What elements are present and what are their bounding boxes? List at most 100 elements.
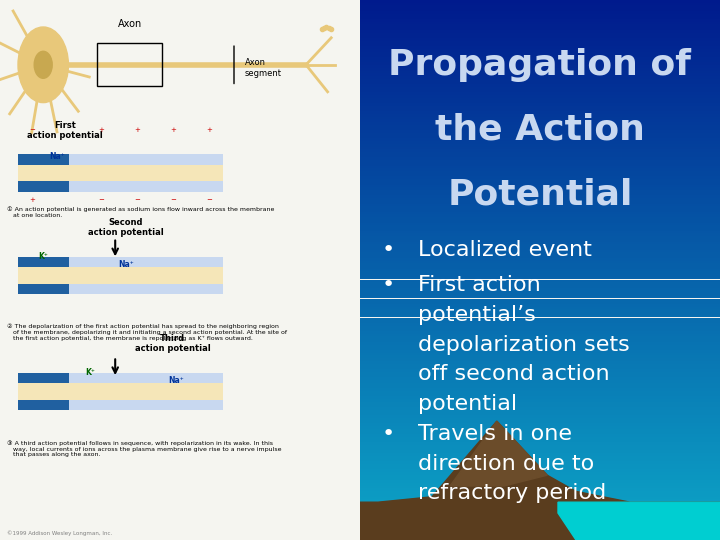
Bar <box>360 486 720 489</box>
Bar <box>18 400 223 410</box>
Bar <box>360 11 720 14</box>
Bar <box>360 171 720 174</box>
Text: •: • <box>382 424 395 444</box>
Bar <box>18 256 69 267</box>
Bar <box>360 421 720 423</box>
Bar <box>360 383 720 386</box>
Bar <box>360 60 720 63</box>
Bar <box>360 30 720 32</box>
Bar <box>360 328 720 331</box>
Bar <box>360 255 720 258</box>
Bar <box>360 174 720 177</box>
Bar <box>360 450 720 453</box>
Bar <box>360 8 720 11</box>
Text: +: + <box>30 198 35 204</box>
Bar <box>360 179 720 182</box>
Bar <box>360 342 720 345</box>
Bar <box>360 65 720 68</box>
Bar <box>360 469 720 472</box>
Bar <box>360 475 720 477</box>
Bar <box>360 236 720 239</box>
Bar <box>360 166 720 168</box>
Bar <box>360 111 720 114</box>
Text: −: − <box>206 198 212 204</box>
Bar <box>360 334 720 336</box>
Bar <box>360 440 720 442</box>
Bar <box>360 68 720 71</box>
Bar <box>360 285 720 288</box>
Bar <box>360 87 720 90</box>
Bar <box>360 269 720 272</box>
Bar <box>360 301 720 304</box>
Bar <box>360 315 720 318</box>
Bar <box>360 5 720 8</box>
Bar <box>360 27 720 30</box>
Bar <box>360 500 720 502</box>
Polygon shape <box>360 421 720 540</box>
Bar <box>360 304 720 307</box>
Bar <box>360 258 720 260</box>
Bar <box>360 399 720 402</box>
Bar <box>360 14 720 16</box>
Bar <box>360 326 720 328</box>
Bar <box>360 505 720 508</box>
Bar <box>360 524 720 526</box>
Bar <box>18 383 223 400</box>
Bar <box>360 521 720 524</box>
Bar <box>360 182 720 185</box>
Bar <box>360 125 720 127</box>
Bar <box>360 141 720 144</box>
Text: Localized event: Localized event <box>418 240 591 260</box>
Bar <box>360 513 720 516</box>
Bar <box>18 165 223 181</box>
Bar <box>360 119 720 122</box>
Bar <box>360 442 720 445</box>
Bar <box>360 372 720 374</box>
Bar <box>360 152 720 154</box>
Text: potential: potential <box>418 394 517 414</box>
Bar <box>360 127 720 130</box>
Bar <box>360 426 720 429</box>
Bar <box>360 502 720 505</box>
Text: ③ A third action potential follows in sequence, with repolarization in its wake.: ③ A third action potential follows in se… <box>7 440 282 457</box>
Text: potential’s: potential’s <box>418 305 536 325</box>
Bar <box>360 423 720 426</box>
Bar <box>360 260 720 263</box>
Bar <box>360 396 720 399</box>
Bar <box>360 98 720 100</box>
Bar <box>18 154 223 165</box>
Bar <box>360 266 720 268</box>
Bar <box>360 154 720 157</box>
Bar <box>360 222 720 225</box>
Text: direction due to: direction due to <box>418 454 594 474</box>
Bar <box>360 518 720 521</box>
Bar <box>18 181 223 192</box>
Bar <box>360 508 720 510</box>
Bar <box>360 38 720 40</box>
Bar <box>360 418 720 421</box>
Bar <box>360 413 720 415</box>
Bar <box>360 464 720 467</box>
Bar <box>360 402 720 404</box>
Bar <box>360 122 720 125</box>
Bar <box>360 71 720 73</box>
Bar <box>360 453 720 456</box>
Text: Axon: Axon <box>117 19 142 29</box>
Bar <box>360 22 720 24</box>
Bar <box>18 181 69 192</box>
Bar <box>360 231 720 233</box>
Bar <box>360 63 720 65</box>
Bar <box>360 429 720 431</box>
Bar <box>360 57 720 60</box>
Bar <box>360 510 720 513</box>
Bar <box>360 491 720 494</box>
Bar <box>360 437 720 440</box>
Text: Na⁺: Na⁺ <box>168 376 184 386</box>
Text: Propagation of: Propagation of <box>389 48 691 82</box>
Text: −: − <box>30 127 35 133</box>
Text: −: − <box>98 198 104 204</box>
Bar <box>360 247 720 249</box>
Bar <box>360 249 720 252</box>
Text: −: − <box>170 198 176 204</box>
Bar <box>360 339 720 342</box>
